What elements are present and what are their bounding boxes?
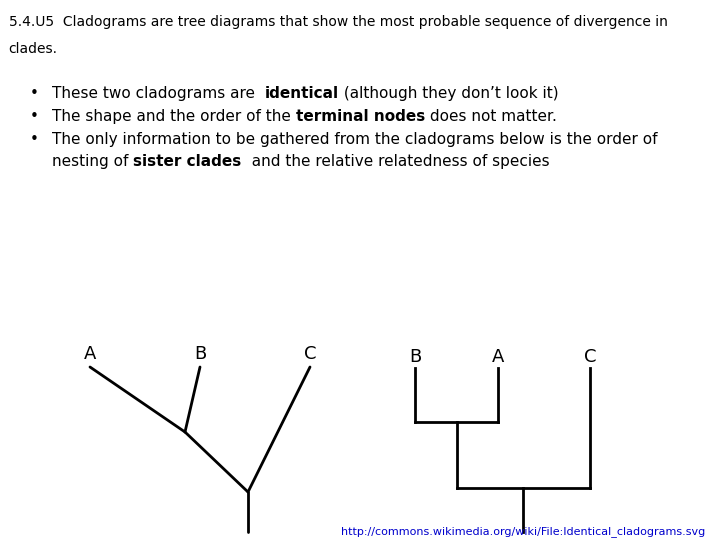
Text: •: • xyxy=(30,132,39,147)
Text: B: B xyxy=(194,345,206,363)
Text: sister clades: sister clades xyxy=(133,154,241,169)
Text: clades.: clades. xyxy=(9,42,58,56)
Text: •: • xyxy=(30,109,39,124)
Text: (although they don’t look it): (although they don’t look it) xyxy=(339,86,559,101)
Text: 5.4.U5  Cladograms are tree diagrams that show the most probable sequence of div: 5.4.U5 Cladograms are tree diagrams that… xyxy=(9,15,667,29)
Text: nesting of: nesting of xyxy=(52,154,133,169)
Text: C: C xyxy=(584,348,596,366)
Text: These two cladograms are: These two cladograms are xyxy=(52,86,265,101)
Text: A: A xyxy=(492,348,504,366)
Text: identical: identical xyxy=(265,86,339,101)
Text: http://commons.wikimedia.org/wiki/File:Identical_cladograms.svg: http://commons.wikimedia.org/wiki/File:I… xyxy=(341,526,706,537)
Text: C: C xyxy=(304,345,316,363)
Text: The only information to be gathered from the cladograms below is the order of: The only information to be gathered from… xyxy=(52,132,657,147)
Text: A: A xyxy=(84,345,96,363)
Text: The shape and the order of the: The shape and the order of the xyxy=(52,109,296,124)
Text: terminal nodes: terminal nodes xyxy=(296,109,425,124)
Text: •: • xyxy=(30,86,39,101)
Text: and the relative relatedness of species: and the relative relatedness of species xyxy=(241,154,549,169)
Text: B: B xyxy=(409,348,421,366)
Text: does not matter.: does not matter. xyxy=(425,109,557,124)
